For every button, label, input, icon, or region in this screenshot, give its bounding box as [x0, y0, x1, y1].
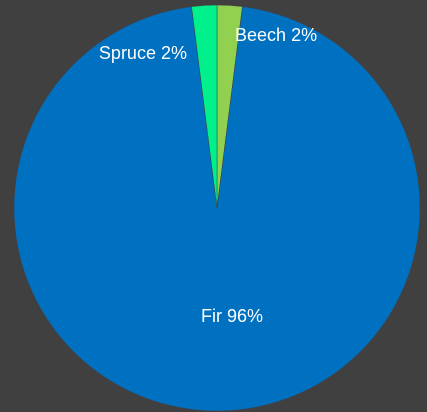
slice-category: Beech — [235, 25, 286, 45]
slice-category: Spruce — [99, 43, 156, 63]
pie-slice — [191, 4, 218, 209]
slice-value: 96% — [227, 306, 263, 326]
slice-category: Fir — [201, 306, 222, 326]
pie-slice — [13, 6, 421, 412]
slice-value: 2% — [291, 25, 317, 45]
slice-label: Beech 2% — [235, 25, 317, 45]
slice-label: Spruce 2% — [99, 43, 187, 63]
slice-label: Fir 96% — [201, 306, 263, 326]
slice-value: 2% — [161, 43, 187, 63]
